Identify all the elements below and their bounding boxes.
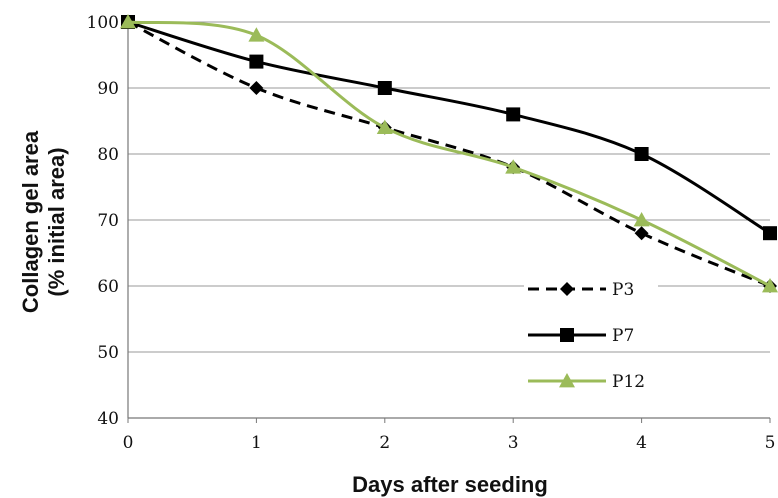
x-tick-label: 2 (379, 433, 390, 453)
data-point-p12 (120, 14, 136, 29)
x-tick-labels: 0 1 2 3 4 5 (123, 433, 776, 453)
legend: P3 P7 P12 (524, 275, 658, 395)
y-tick-label: 70 (97, 211, 119, 231)
legend-marker-p12 (559, 373, 575, 388)
data-point-p12 (376, 119, 393, 134)
y-tick-label: 90 (97, 79, 119, 99)
y-axis-title-line2: (% initial area) (44, 147, 69, 296)
data-point-p3 (634, 226, 649, 241)
data-point-p12 (633, 212, 650, 227)
data-point-p12 (248, 27, 265, 42)
data-point-p7 (506, 107, 521, 122)
x-tick-label: 3 (508, 433, 519, 453)
gridlines (128, 21, 770, 353)
data-point-p12 (762, 278, 778, 293)
series-line-p12 (127, 20, 771, 288)
y-axis-title-line1: Collagen gel area (18, 130, 43, 313)
legend-label-p3: P3 (612, 280, 634, 300)
legend-marker-p3 (560, 282, 574, 296)
data-point-p7 (763, 226, 777, 241)
y-tick-label: 80 (97, 145, 119, 165)
data-point-p3 (249, 81, 264, 95)
series-line-p7 (127, 20, 771, 235)
legend-marker-p7 (560, 328, 574, 342)
axes (127, 22, 771, 423)
data-point-p7 (249, 54, 264, 69)
legend-label-p12: P12 (612, 372, 645, 392)
y-tick-label: 40 (97, 409, 119, 429)
x-tick-label: 0 (123, 433, 134, 453)
x-tick-label: 5 (765, 433, 776, 453)
data-point-p12 (505, 159, 522, 174)
y-tick-label: 60 (97, 277, 119, 297)
data-point-p7 (377, 81, 392, 95)
y-tick-label: 100 (87, 13, 119, 33)
y-tick-label: 50 (97, 343, 119, 363)
series-lines (120, 14, 778, 293)
data-point-p7 (634, 147, 649, 161)
x-tick-label: 4 (636, 433, 647, 453)
x-axis-title: Days after seeding (352, 472, 548, 497)
y-tick-labels: 40 50 60 70 80 90 100 (87, 13, 119, 429)
series-line-p3 (127, 20, 771, 288)
x-tick-label: 1 (251, 433, 262, 453)
legend-label-p7: P7 (612, 326, 634, 346)
